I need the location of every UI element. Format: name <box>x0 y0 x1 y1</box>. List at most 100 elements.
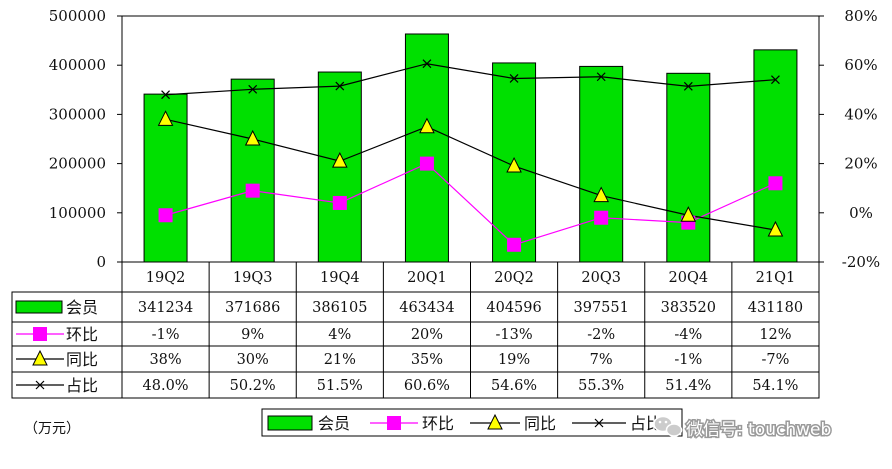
table-cell: 30% <box>237 352 269 368</box>
point-x <box>594 418 604 428</box>
table-cell: 383520 <box>661 300 716 316</box>
x-tick-label: 20Q3 <box>581 270 621 286</box>
point-square <box>594 210 609 225</box>
y-left-tick-label: 200000 <box>49 155 106 173</box>
table-cell: -2% <box>587 327 615 343</box>
point-square <box>387 416 401 430</box>
point-x <box>35 380 45 390</box>
table-cell: 341234 <box>138 300 193 316</box>
point-x <box>596 72 606 82</box>
point-triangle <box>680 206 697 222</box>
point-square <box>158 208 173 223</box>
point-x <box>422 59 432 69</box>
table-cell: 54.1% <box>752 378 798 394</box>
x-tick-label: 19Q2 <box>146 270 186 286</box>
point-triangle <box>593 186 609 203</box>
y-left-tick-label: 300000 <box>49 105 106 123</box>
y-left-tick-label: 0 <box>96 253 106 271</box>
point-triangle <box>767 220 784 237</box>
table-cell: 54.6% <box>491 378 537 394</box>
legend-key-bar <box>267 415 313 431</box>
table-cell: 404596 <box>486 300 541 316</box>
point-x <box>683 81 693 91</box>
point-triangle <box>419 117 435 134</box>
point-triangle <box>487 413 503 430</box>
table-cell: 463434 <box>399 300 454 316</box>
table-cell: 9% <box>241 327 264 343</box>
table-row-name: 环比 <box>66 325 98 344</box>
table-cell: 4% <box>328 327 351 343</box>
point-square <box>33 327 47 341</box>
table-cell: 48.0% <box>143 378 189 394</box>
series-line <box>165 118 776 231</box>
table-cell: 431180 <box>748 300 803 316</box>
table-cell: 7% <box>590 352 613 368</box>
bar <box>579 65 624 263</box>
point-x <box>771 75 780 85</box>
table-cell: 50.2% <box>230 378 276 394</box>
legend-label: 会员 <box>318 414 350 433</box>
point-x <box>248 84 258 94</box>
table-key-bar <box>15 300 63 314</box>
series-line <box>165 162 776 246</box>
x-tick-label: 19Q3 <box>233 270 273 286</box>
series-line <box>165 63 776 96</box>
table-cell: 20% <box>411 327 443 343</box>
point-square <box>332 195 347 210</box>
table-cell: 21% <box>324 352 356 368</box>
y-left-tick-label: 100000 <box>49 204 106 222</box>
plot-frame <box>121 15 820 263</box>
table-row-name: 会员 <box>66 298 98 317</box>
y-left-tick-label: 400000 <box>49 56 106 74</box>
point-x <box>509 74 519 83</box>
y-right-tick-label: 0% <box>849 204 873 222</box>
table-cell: 19% <box>498 352 530 368</box>
x-tick-label: 20Q4 <box>669 270 709 286</box>
x-tick-label: 20Q1 <box>407 270 447 286</box>
point-triangle <box>157 110 174 126</box>
table-cell: 397551 <box>574 300 629 316</box>
table-cell: 51.5% <box>317 378 363 394</box>
point-x <box>161 90 170 100</box>
bar <box>230 78 275 263</box>
watermark: 微信号: touchweb <box>653 415 833 442</box>
bar <box>666 72 711 263</box>
point-square <box>245 183 260 198</box>
y-right-tick-label: -20% <box>842 253 880 271</box>
table-cell: -1% <box>152 327 180 343</box>
x-tick-label: 20Q2 <box>494 270 534 286</box>
point-triangle <box>332 152 348 168</box>
wechat-icon <box>653 415 683 437</box>
table-cell: -1% <box>674 352 702 368</box>
table-cell: -13% <box>495 327 532 343</box>
point-triangle <box>32 349 48 366</box>
table-cell: 12% <box>759 327 791 343</box>
y-right-tick-label: 40% <box>844 105 877 123</box>
legend-label: 占比 <box>630 414 662 433</box>
table-cell: 38% <box>149 352 181 368</box>
watermark-text: 微信号: touchweb <box>686 420 831 440</box>
unit-label: （万元） <box>24 421 80 437</box>
y-right-tick-label: 20% <box>844 155 877 173</box>
legend-label: 同比 <box>524 414 556 433</box>
point-square <box>419 156 434 171</box>
bar <box>404 33 449 263</box>
table-cell: 35% <box>411 352 443 368</box>
table-row-name: 占比 <box>66 376 98 395</box>
point-triangle <box>244 129 261 146</box>
point-triangle <box>506 156 522 173</box>
point-x <box>335 81 345 91</box>
table-row-name: 同比 <box>66 350 98 369</box>
table-cell: 386105 <box>312 300 367 316</box>
y-left-tick-label: 500000 <box>49 7 106 25</box>
table-cell: 60.6% <box>404 378 450 394</box>
table-cell: 51.4% <box>665 378 711 394</box>
x-tick-label: 21Q1 <box>756 270 796 286</box>
point-square <box>507 237 522 252</box>
point-square <box>768 176 783 191</box>
table-cell: 371686 <box>225 300 280 316</box>
y-right-tick-label: 60% <box>844 56 877 74</box>
table-cell: -4% <box>674 327 702 343</box>
table-cell: 55.3% <box>578 378 624 394</box>
